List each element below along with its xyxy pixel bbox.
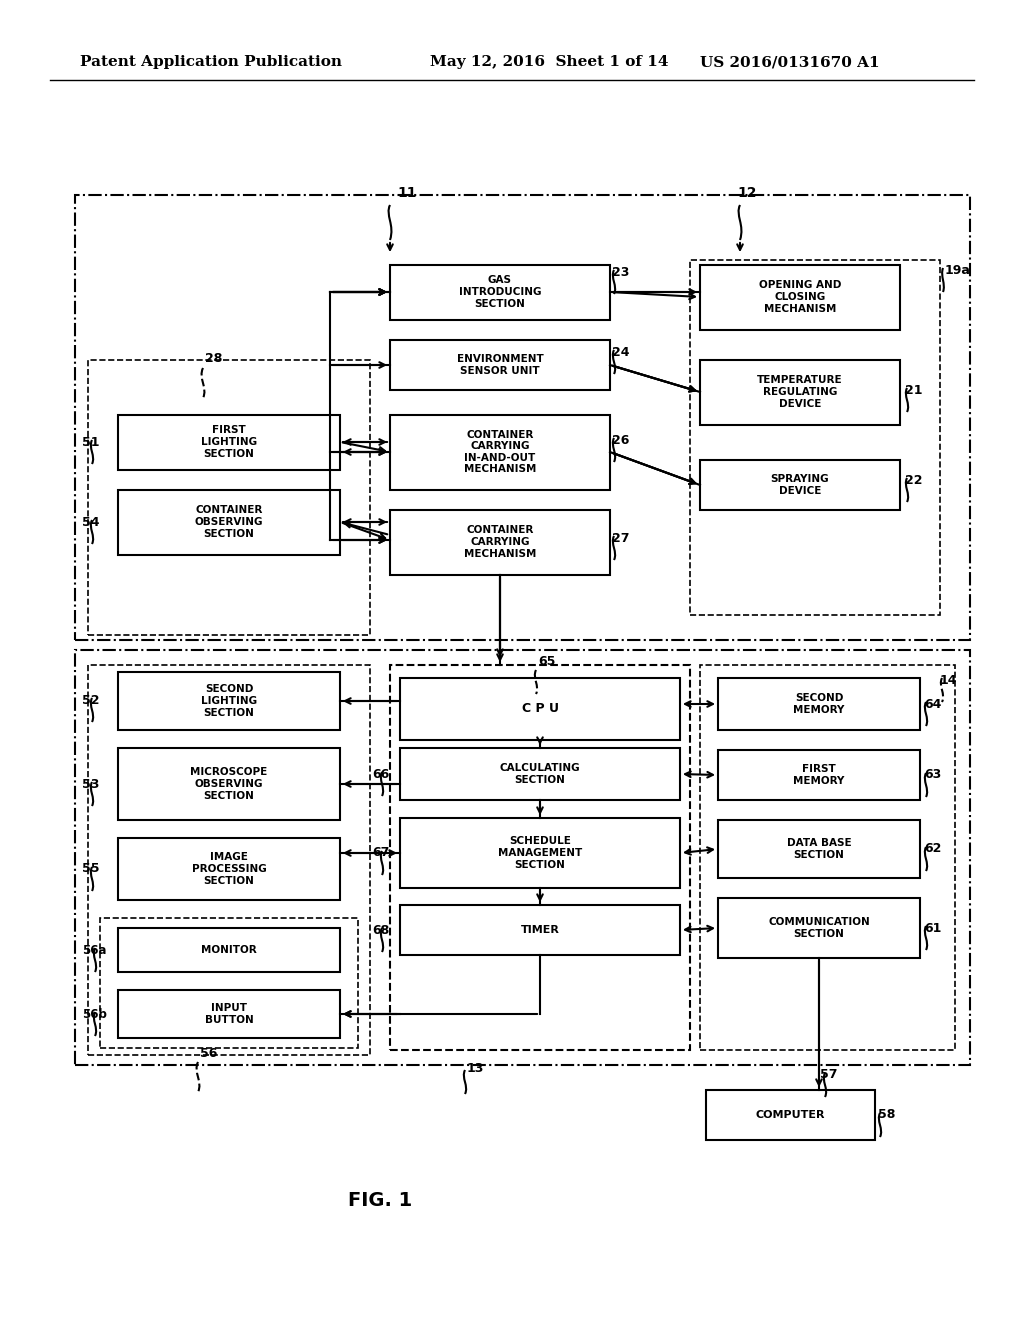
Text: May 12, 2016  Sheet 1 of 14: May 12, 2016 Sheet 1 of 14 xyxy=(430,55,669,69)
Text: 24: 24 xyxy=(612,346,630,359)
Text: MONITOR: MONITOR xyxy=(201,945,257,954)
Bar xyxy=(100,917,358,1048)
Bar xyxy=(718,898,920,958)
Text: US 2016/0131670 A1: US 2016/0131670 A1 xyxy=(700,55,880,69)
Text: 68: 68 xyxy=(372,924,389,936)
Text: 19a: 19a xyxy=(945,264,971,276)
Bar xyxy=(118,748,340,820)
Text: 56b: 56b xyxy=(82,1007,106,1020)
Text: MICROSCOPE
OBSERVING
SECTION: MICROSCOPE OBSERVING SECTION xyxy=(190,767,267,801)
Text: ENVIRONMENT
SENSOR UNIT: ENVIRONMENT SENSOR UNIT xyxy=(457,354,544,376)
Text: FIG. 1: FIG. 1 xyxy=(348,1191,412,1209)
Bar xyxy=(118,838,340,900)
Bar xyxy=(706,1090,874,1140)
Text: 55: 55 xyxy=(82,862,99,875)
Bar xyxy=(690,260,940,615)
Bar xyxy=(390,265,610,319)
Text: IMAGE
PROCESSING
SECTION: IMAGE PROCESSING SECTION xyxy=(191,853,266,886)
Text: 56a: 56a xyxy=(82,944,106,957)
Text: CALCULATING
SECTION: CALCULATING SECTION xyxy=(500,763,581,785)
Bar xyxy=(400,906,680,954)
Text: 22: 22 xyxy=(905,474,923,487)
Text: 51: 51 xyxy=(82,436,99,449)
Text: OPENING AND
CLOSING
MECHANISM: OPENING AND CLOSING MECHANISM xyxy=(759,280,841,314)
Text: 26: 26 xyxy=(612,433,630,446)
Text: 14: 14 xyxy=(940,673,957,686)
Text: 54: 54 xyxy=(82,516,99,528)
Text: 64: 64 xyxy=(924,697,941,710)
Bar xyxy=(700,360,900,425)
Text: COMMUNICATION
SECTION: COMMUNICATION SECTION xyxy=(768,917,869,939)
Text: 23: 23 xyxy=(612,265,630,279)
Text: SECOND
LIGHTING
SECTION: SECOND LIGHTING SECTION xyxy=(201,684,257,718)
Bar xyxy=(390,414,610,490)
Bar xyxy=(118,490,340,554)
Text: SPRAYING
DEVICE: SPRAYING DEVICE xyxy=(771,474,829,496)
Text: 58: 58 xyxy=(878,1109,895,1122)
Bar xyxy=(718,820,920,878)
Text: CONTAINER
CARRYING
MECHANISM: CONTAINER CARRYING MECHANISM xyxy=(464,525,537,558)
Bar xyxy=(718,678,920,730)
Text: TEMPERATURE
REGULATING
DEVICE: TEMPERATURE REGULATING DEVICE xyxy=(757,375,843,409)
Bar xyxy=(400,748,680,800)
Text: CONTAINER
OBSERVING
SECTION: CONTAINER OBSERVING SECTION xyxy=(195,506,263,539)
Text: C P U: C P U xyxy=(521,702,558,715)
Text: 61: 61 xyxy=(924,921,941,935)
Text: 12: 12 xyxy=(737,186,757,201)
Bar xyxy=(88,665,370,1055)
Bar xyxy=(400,678,680,741)
Text: 53: 53 xyxy=(82,777,99,791)
Text: 52: 52 xyxy=(82,693,99,706)
Text: 66: 66 xyxy=(372,767,389,780)
Text: INPUT
BUTTON: INPUT BUTTON xyxy=(205,1003,253,1024)
Bar xyxy=(700,459,900,510)
Text: 21: 21 xyxy=(905,384,923,396)
Bar xyxy=(390,510,610,576)
Text: 57: 57 xyxy=(820,1068,838,1081)
Text: 67: 67 xyxy=(372,846,389,859)
Bar xyxy=(700,665,955,1049)
Bar xyxy=(118,414,340,470)
Text: TIMER: TIMER xyxy=(520,925,559,935)
Bar xyxy=(118,672,340,730)
Bar xyxy=(75,649,970,1065)
Text: SECOND
MEMORY: SECOND MEMORY xyxy=(794,693,845,715)
Text: 28: 28 xyxy=(205,352,222,366)
Text: 11: 11 xyxy=(397,186,417,201)
Bar xyxy=(75,195,970,640)
Bar xyxy=(718,750,920,800)
Text: SCHEDULE
MANAGEMENT
SECTION: SCHEDULE MANAGEMENT SECTION xyxy=(498,837,582,870)
Text: Patent Application Publication: Patent Application Publication xyxy=(80,55,342,69)
Text: FIRST
MEMORY: FIRST MEMORY xyxy=(794,764,845,785)
Bar xyxy=(118,990,340,1038)
Text: FIRST
LIGHTING
SECTION: FIRST LIGHTING SECTION xyxy=(201,425,257,458)
Bar xyxy=(88,360,370,635)
Bar xyxy=(390,665,690,1049)
Text: 27: 27 xyxy=(612,532,630,544)
Text: GAS
INTRODUCING
SECTION: GAS INTRODUCING SECTION xyxy=(459,276,542,309)
Bar xyxy=(118,928,340,972)
Bar xyxy=(700,265,900,330)
Text: 62: 62 xyxy=(924,842,941,855)
Text: 56: 56 xyxy=(200,1047,217,1060)
Text: 13: 13 xyxy=(467,1061,484,1074)
Text: 65: 65 xyxy=(538,655,555,668)
Bar xyxy=(390,341,610,389)
Text: CONTAINER
CARRYING
IN-AND-OUT
MECHANISM: CONTAINER CARRYING IN-AND-OUT MECHANISM xyxy=(464,429,537,474)
Text: DATA BASE
SECTION: DATA BASE SECTION xyxy=(786,838,851,859)
Text: COMPUTER: COMPUTER xyxy=(756,1110,824,1119)
Text: 63: 63 xyxy=(924,768,941,781)
Bar xyxy=(400,818,680,888)
